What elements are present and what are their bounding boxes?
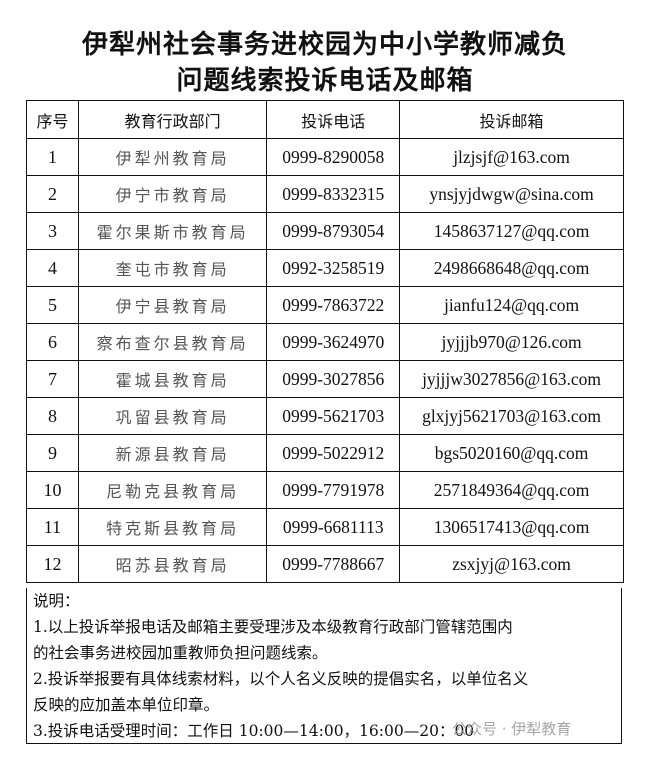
notes-section: 说明： 1.以上投诉举报电话及邮箱主要受理涉及本级教育行政部门管辖范围内 的社会… bbox=[26, 588, 622, 744]
note-line: 反映的应加盖本单位印章。 bbox=[33, 696, 220, 714]
row-index: 12 bbox=[26, 545, 79, 583]
row-index: 9 bbox=[26, 434, 79, 472]
row-phone: 0992-3258519 bbox=[266, 249, 401, 287]
table-row: 10 尼勒克县教育局 0999-7791978 2571849364@qq.com bbox=[26, 471, 624, 509]
row-index: 2 bbox=[26, 175, 79, 213]
contact-table: 序号 教育行政部门 投诉电话 投诉邮箱 1 伊犁州教育局 0999-8290058 j… bbox=[26, 100, 624, 583]
table-row: 4 奎屯市教育局 0992-3258519 2498668648@qq.com bbox=[26, 249, 624, 287]
notes-heading: 说明： bbox=[33, 592, 80, 610]
row-department: 霍城县教育局 bbox=[77, 360, 268, 398]
row-department: 尼勒克县教育局 bbox=[77, 471, 268, 509]
header-index: 序号 bbox=[26, 100, 79, 139]
row-email: jlzjsjf@163.com bbox=[399, 138, 624, 176]
row-email: zsxjyj@163.com bbox=[399, 545, 624, 583]
row-department: 新源县教育局 bbox=[77, 434, 268, 472]
row-index: 8 bbox=[26, 397, 79, 435]
row-phone: 0999-3624970 bbox=[266, 323, 401, 361]
row-department: 伊宁市教育局 bbox=[77, 175, 268, 213]
row-department: 伊犁州教育局 bbox=[77, 138, 268, 176]
row-email: 1458637127@qq.com bbox=[399, 212, 624, 250]
note-line: 的社会事务进校园加重教师负担问题线索。 bbox=[33, 644, 328, 662]
table-row: 8 巩留县教育局 0999-5621703 glxjyj5621703@163.com bbox=[26, 397, 624, 435]
row-phone: 0999-5022912 bbox=[266, 434, 401, 472]
row-email: glxjyj5621703@163.com bbox=[399, 397, 624, 435]
header-email: 投诉邮箱 bbox=[399, 100, 624, 139]
table-row: 5 伊宁县教育局 0999-7863722 jianfu124@qq.com bbox=[26, 286, 624, 324]
row-phone: 0999-3027856 bbox=[266, 360, 401, 398]
row-email: ynsjyjdwgw@sina.com bbox=[399, 175, 624, 213]
row-phone: 0999-7788667 bbox=[266, 545, 401, 583]
row-department: 霍尔果斯市教育局 bbox=[77, 212, 268, 250]
document-title-line1: 伊犁州社会事务进校园为中小学教师减负 bbox=[81, 30, 568, 60]
row-phone: 0999-7863722 bbox=[266, 286, 401, 324]
row-index: 1 bbox=[26, 138, 79, 176]
table-row: 3 霍尔果斯市教育局 0999-8793054 1458637127@qq.com bbox=[26, 212, 624, 250]
document-title-line2: 问题线索投诉电话及邮箱 bbox=[176, 66, 474, 96]
note-line: 3.投诉电话受理时间：工作日 10:00—14:00，16:00—20：00 bbox=[33, 722, 475, 740]
row-phone: 0999-8332315 bbox=[266, 175, 401, 213]
row-index: 11 bbox=[26, 508, 79, 546]
header-phone: 投诉电话 bbox=[266, 100, 401, 139]
row-department: 伊宁县教育局 bbox=[77, 286, 268, 324]
table-row: 12 昭苏县教育局 0999-7788667 zsxjyj@163.com bbox=[26, 545, 624, 583]
row-email: jianfu124@qq.com bbox=[399, 286, 624, 324]
row-department: 察布查尔县教育局 bbox=[77, 323, 268, 361]
header-department: 教育行政部门 bbox=[77, 100, 268, 139]
row-index: 6 bbox=[26, 323, 79, 361]
row-department: 奎屯市教育局 bbox=[77, 249, 268, 287]
table-row: 1 伊犁州教育局 0999-8290058 jlzjsjf@163.com bbox=[26, 138, 624, 176]
row-email: jyjjjw3027856@163.com bbox=[399, 360, 624, 398]
row-email: bgs5020160@qq.com bbox=[399, 434, 624, 472]
row-email: 1306517413@qq.com bbox=[399, 508, 624, 546]
row-index: 5 bbox=[26, 286, 79, 324]
table-row: 2 伊宁市教育局 0999-8332315 ynsjyjdwgw@sina.com bbox=[26, 175, 624, 213]
table-row: 11 特克斯县教育局 0999-6681113 1306517413@qq.com bbox=[26, 508, 624, 546]
row-department: 特克斯县教育局 bbox=[77, 508, 268, 546]
row-index: 10 bbox=[26, 471, 79, 509]
note-line: 1.以上投诉举报电话及邮箱主要受理涉及本级教育行政部门管辖范围内 bbox=[33, 618, 513, 636]
row-index: 4 bbox=[26, 249, 79, 287]
row-department: 巩留县教育局 bbox=[77, 397, 268, 435]
row-email: 2571849364@qq.com bbox=[399, 471, 624, 509]
table-row: 7 霍城县教育局 0999-3027856 jyjjjw3027856@163.com bbox=[26, 360, 624, 398]
row-phone: 0999-8290058 bbox=[266, 138, 401, 176]
row-department: 昭苏县教育局 bbox=[77, 545, 268, 583]
row-index: 7 bbox=[26, 360, 79, 398]
table-row: 9 新源县教育局 0999-5022912 bgs5020160@qq.com bbox=[26, 434, 624, 472]
row-email: 2498668648@qq.com bbox=[399, 249, 624, 287]
row-phone: 0999-8793054 bbox=[266, 212, 401, 250]
row-email: jyjjjb970@126.com bbox=[399, 323, 624, 361]
row-phone: 0999-5621703 bbox=[266, 397, 401, 435]
watermark: 公众号 · 伊犁教育 bbox=[452, 720, 572, 738]
table-row: 6 察布查尔县教育局 0999-3624970 jyjjjb970@126.com bbox=[26, 323, 624, 361]
row-phone: 0999-7791978 bbox=[266, 471, 401, 509]
row-phone: 0999-6681113 bbox=[266, 508, 401, 546]
row-index: 3 bbox=[26, 212, 79, 250]
note-line: 2.投诉举报要有具体线索材料，以个人名义反映的提倡实名，以单位名义 bbox=[33, 670, 529, 688]
table-header-row: 序号 教育行政部门 投诉电话 投诉邮箱 bbox=[26, 100, 624, 139]
